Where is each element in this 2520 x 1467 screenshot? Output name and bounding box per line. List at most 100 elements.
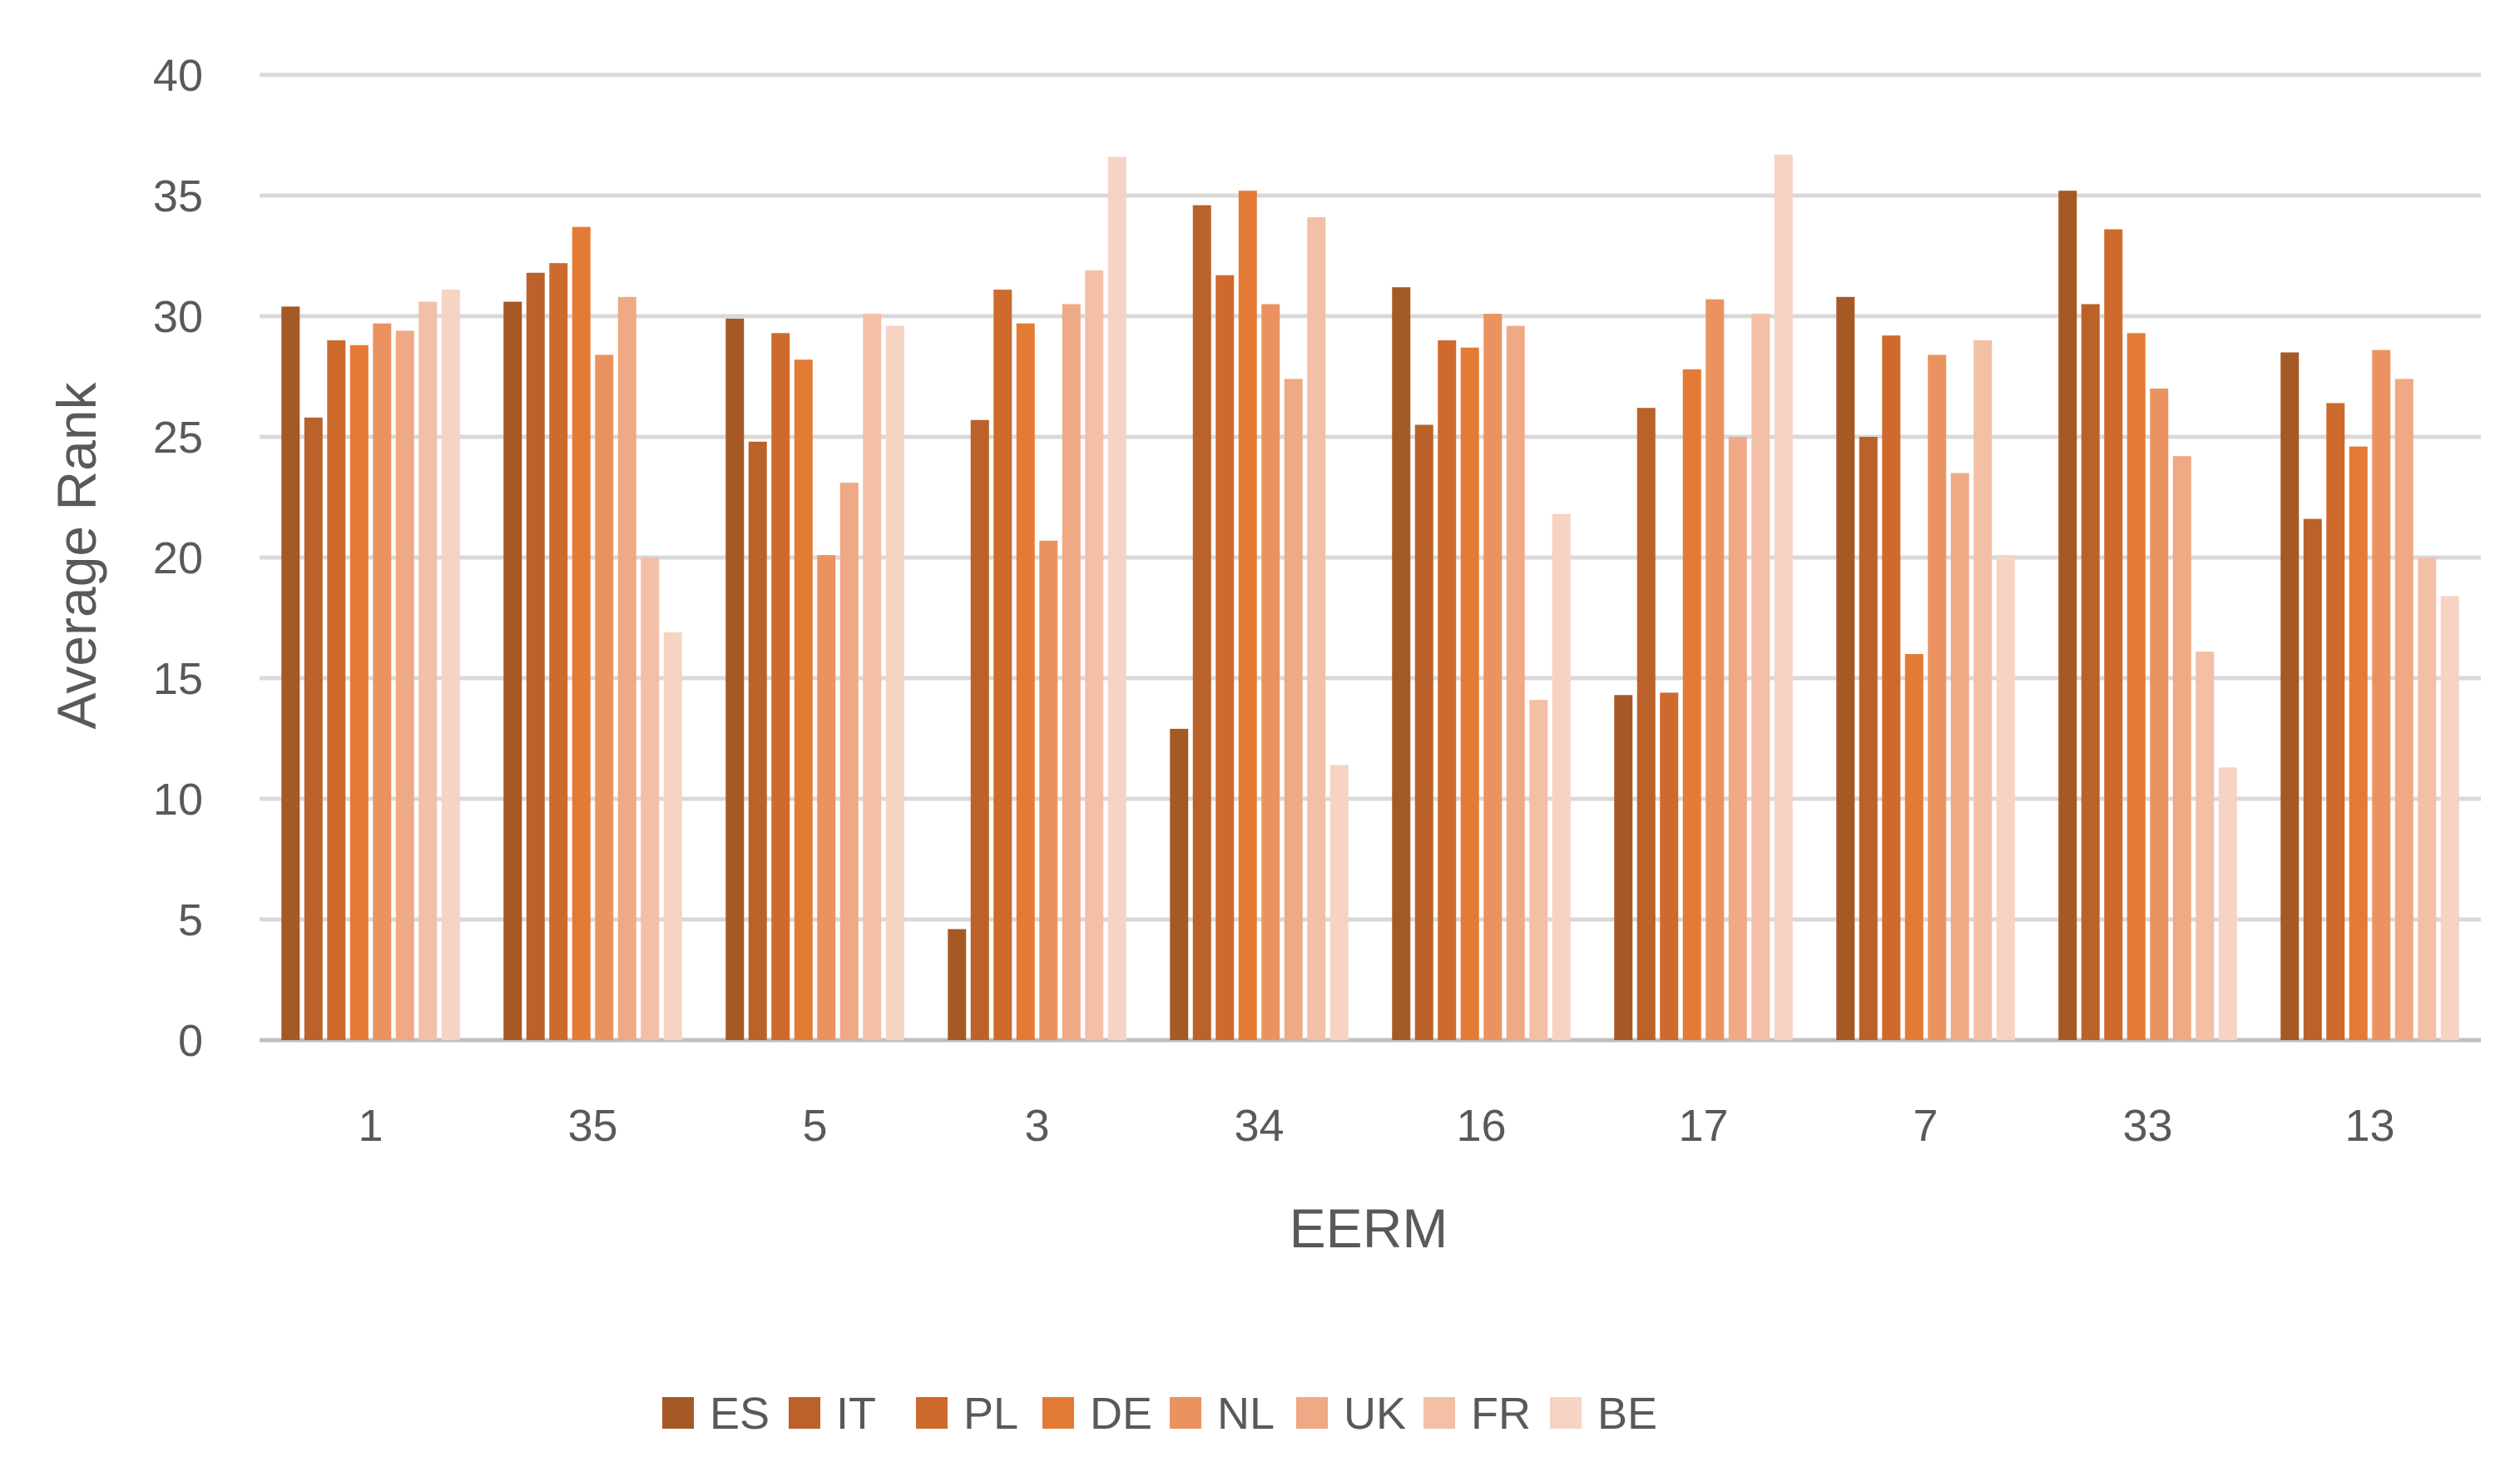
- bar-ES-34: [1170, 728, 1189, 1040]
- bar-UK-34: [1284, 379, 1303, 1040]
- bar-DE-16: [1460, 347, 1479, 1040]
- bar-IT-7: [1859, 437, 1878, 1040]
- x-tick-label: 16: [1456, 1101, 1506, 1151]
- bar-UK-17: [1728, 437, 1747, 1040]
- bar-DE-3: [1016, 323, 1035, 1040]
- legend-item-BE: BE: [1550, 1389, 1657, 1439]
- bar-BE-34: [1329, 765, 1349, 1040]
- bar-UK-35: [617, 296, 636, 1040]
- bar-FR-35: [641, 558, 660, 1040]
- bar-ES-17: [1614, 695, 1633, 1040]
- x-axis-title: EERM: [1290, 1197, 1448, 1259]
- x-tick-label: 5: [802, 1101, 827, 1151]
- gridlines: [260, 72, 2481, 1043]
- x-tick-label: 7: [1913, 1101, 1938, 1151]
- legend-item-NL: NL: [1170, 1389, 1275, 1439]
- bar-PL-7: [1882, 335, 1901, 1040]
- bar-DE-5: [794, 359, 813, 1040]
- y-tick-label: 10: [153, 775, 203, 825]
- y-axis-title: Average Rank: [46, 381, 107, 729]
- y-tick-label: 40: [153, 51, 203, 101]
- legend-item-IT: IT: [789, 1389, 876, 1439]
- bar-NL-5: [817, 555, 836, 1040]
- bar-NL-17: [1706, 299, 1725, 1040]
- x-tick-label: 13: [2344, 1101, 2394, 1151]
- legend-item-UK: UK: [1296, 1389, 1406, 1439]
- y-tick-label: 0: [178, 1016, 203, 1066]
- y-tick-label: 30: [153, 292, 203, 342]
- bar-UK-13: [2394, 379, 2414, 1040]
- bar-NL-35: [595, 354, 614, 1040]
- legend-swatch: [916, 1397, 948, 1429]
- bar-FR-34: [1307, 217, 1326, 1041]
- y-tick-label: 25: [153, 413, 203, 463]
- legend-label: UK: [1344, 1389, 1406, 1439]
- bar-FR-7: [1973, 340, 1993, 1040]
- x-tick-label: 17: [1678, 1101, 1728, 1151]
- legend-swatch: [1170, 1397, 1201, 1429]
- bar-ES-7: [1836, 296, 1855, 1040]
- bar-IT-17: [1636, 408, 1656, 1040]
- bar-FR-13: [2418, 558, 2437, 1040]
- x-tick-label: 1: [358, 1101, 383, 1151]
- bar-ES-5: [725, 318, 745, 1040]
- legend-item-DE: DE: [1042, 1389, 1152, 1439]
- x-tick-label: 33: [2122, 1101, 2172, 1151]
- bar-IT-3: [970, 419, 989, 1040]
- legend-swatch: [1550, 1397, 1582, 1429]
- bar-DE-17: [1682, 369, 1701, 1040]
- y-tick-label: 35: [153, 171, 203, 221]
- legend-item-FR: FR: [1423, 1389, 1531, 1439]
- bar-FR-16: [1529, 700, 1548, 1040]
- bar-IT-34: [1192, 205, 1211, 1041]
- bar-DE-13: [2349, 446, 2368, 1040]
- bar-UK-3: [1062, 304, 1081, 1040]
- bar-IT-35: [526, 272, 545, 1040]
- bar-BE-35: [663, 632, 682, 1040]
- bar-ES-33: [2058, 191, 2077, 1040]
- legend-label: BE: [1597, 1389, 1657, 1439]
- y-tick-label: 5: [178, 895, 203, 945]
- bar-DE-35: [572, 226, 591, 1040]
- bar-DE-33: [2126, 333, 2146, 1040]
- bar-ES-16: [1392, 287, 1411, 1040]
- x-tick-labels: 1 35 5 3 34 16 17 7 33 13: [358, 1101, 2394, 1151]
- bar-PL-34: [1215, 275, 1235, 1040]
- legend-label: DE: [1090, 1389, 1152, 1439]
- bar-UK-16: [1506, 325, 1525, 1041]
- legend-label: ES: [710, 1389, 770, 1439]
- legend-label: PL: [963, 1389, 1018, 1439]
- bar-PL-1: [327, 340, 346, 1040]
- bar-DE-34: [1238, 191, 1257, 1040]
- y-tick-label: 20: [153, 533, 203, 583]
- bar-BE-1: [441, 290, 460, 1041]
- legend-item-ES: ES: [662, 1389, 770, 1439]
- bar-IT-16: [1414, 424, 1433, 1040]
- legend-label: FR: [1471, 1389, 1531, 1439]
- bar-PL-17: [1660, 692, 1679, 1040]
- legend-swatch: [1042, 1397, 1074, 1429]
- legend-item-PL: PL: [916, 1389, 1018, 1439]
- bar-IT-13: [2303, 518, 2322, 1040]
- bar-PL-5: [771, 333, 790, 1040]
- bar-NL-33: [2150, 389, 2169, 1040]
- bar-NL-3: [1039, 540, 1058, 1040]
- legend-swatch: [662, 1397, 694, 1429]
- bar-PL-16: [1438, 340, 1457, 1040]
- bar-ES-1: [281, 306, 300, 1040]
- bar-ES-13: [2280, 352, 2300, 1040]
- bar-IT-5: [748, 441, 767, 1040]
- bar-BE-33: [2218, 767, 2237, 1040]
- bar-BE-5: [885, 325, 904, 1041]
- y-tick-labels: 0 5 10 15 20 25 30 35 40: [153, 51, 203, 1066]
- bar-UK-1: [395, 330, 414, 1040]
- bar-UK-33: [2172, 456, 2191, 1040]
- bar-PL-3: [993, 290, 1012, 1041]
- legend-swatch: [1296, 1397, 1328, 1429]
- bar-BE-7: [1996, 555, 2015, 1040]
- bar-FR-17: [1751, 314, 1770, 1041]
- legend: ES IT PL DE NL UK FR BE: [662, 1389, 1657, 1439]
- x-tick-label: 3: [1024, 1101, 1049, 1151]
- legend-swatch: [1423, 1397, 1455, 1429]
- legend-label: NL: [1217, 1389, 1275, 1439]
